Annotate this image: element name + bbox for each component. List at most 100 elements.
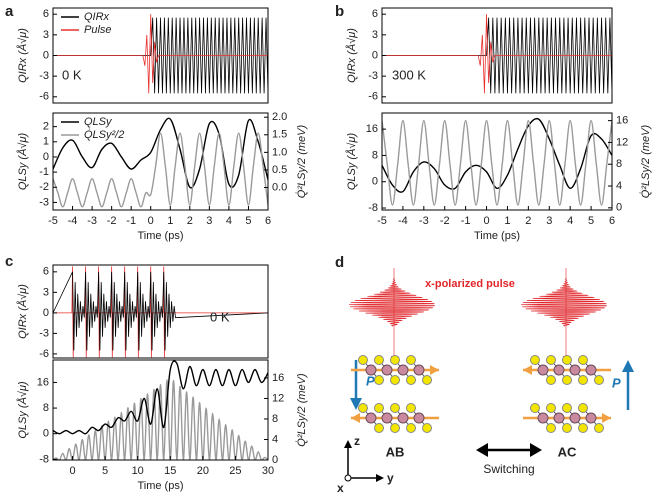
atom-s <box>546 403 556 413</box>
atom-s <box>374 423 384 433</box>
x-tick-label: 0 <box>148 215 154 227</box>
y-axis-label: QLSy (Å√μ) <box>16 381 29 439</box>
x-tick-label: 5 <box>102 465 108 477</box>
atom-s <box>594 423 604 433</box>
y2-tick-label: 12 <box>272 392 284 404</box>
panel-label: a <box>5 3 14 20</box>
atom-m <box>569 412 581 424</box>
y-tick-label: -6 <box>368 91 378 103</box>
plot-frame <box>52 264 269 359</box>
atom-m <box>397 364 409 376</box>
axis-label: z <box>354 434 360 448</box>
y-tick-label: 3 <box>43 286 49 298</box>
y-tick-label: 6 <box>43 8 49 20</box>
atom-s <box>594 375 604 385</box>
series-line <box>382 117 612 193</box>
x-tick-label: -1 <box>461 215 471 227</box>
arrow-head <box>351 413 360 423</box>
plot-area <box>53 14 268 94</box>
y2-tick-label: 16 <box>272 372 284 384</box>
arrow-head <box>430 365 439 375</box>
y-tick-label: -3 <box>39 70 49 82</box>
arrow-head <box>344 440 352 448</box>
atom-s <box>578 375 588 385</box>
atom-m <box>365 364 377 376</box>
series-line <box>53 132 268 208</box>
atom-s <box>562 355 572 365</box>
atom-s <box>578 355 588 365</box>
y-tick-label: -3 <box>39 196 49 208</box>
x-tick-label: 10 <box>132 465 144 477</box>
atom-s <box>422 375 432 385</box>
atom-s <box>562 423 572 433</box>
atom-s <box>406 403 416 413</box>
atom-s <box>374 375 384 385</box>
x-tick-label: 30 <box>262 465 274 477</box>
x-tick-label: -3 <box>87 215 97 227</box>
plot-area <box>53 266 268 358</box>
y2-tick-label: 0 <box>616 202 622 214</box>
x-tick-label: -2 <box>440 215 450 227</box>
x-axis-label: Time (ps) <box>137 230 183 242</box>
atom-s <box>422 423 432 433</box>
y2-tick-label: 8 <box>272 413 278 425</box>
legend-label: QLSy <box>84 116 113 128</box>
arrow-head <box>622 360 634 372</box>
y2-tick-label: 4 <box>616 180 622 192</box>
atom-m <box>381 364 393 376</box>
y-tick-label: 6 <box>372 8 378 20</box>
atom-s <box>562 375 572 385</box>
y2-tick-label: 0.5 <box>272 164 287 176</box>
y2-axis-label: Q̇²LSy/2 (meV) <box>295 373 308 447</box>
y-tick-label: 0 <box>43 49 49 61</box>
stacking-label: AB <box>386 444 405 459</box>
atom-s <box>390 355 400 365</box>
atom-s <box>406 355 416 365</box>
panel-label: d <box>335 254 344 271</box>
series-line <box>53 360 268 435</box>
atom-s <box>562 403 572 413</box>
y2-tick-label: 1.5 <box>272 129 287 141</box>
atom-m <box>585 364 597 376</box>
atom-m <box>365 412 377 424</box>
x-tick-label: 15 <box>164 465 176 477</box>
pulse-label: x-polarized pulse <box>425 278 515 290</box>
atom-s <box>546 423 556 433</box>
atom-s <box>358 403 368 413</box>
atom-s <box>390 403 400 413</box>
axis-label: y <box>387 471 394 485</box>
x-tick-label: 25 <box>229 465 241 477</box>
atom-m <box>553 412 565 424</box>
y2-axis-label: Q̇²LSy/2 (meV) <box>295 124 308 198</box>
y-tick-label: 8 <box>43 402 49 414</box>
plot-area <box>382 14 612 94</box>
x-tick-label: 6 <box>609 215 615 227</box>
x-axis-label: Time (ps) <box>474 230 520 242</box>
y-tick-label: 3 <box>372 29 378 41</box>
atom-s <box>546 375 556 385</box>
diagram-d: d x-polarized pulse P P AB AC Switching … <box>335 254 634 495</box>
plot-frame <box>52 359 269 461</box>
plot-frame <box>381 112 613 211</box>
x-tick-label: -5 <box>48 215 58 227</box>
axis-label: x <box>337 481 344 495</box>
atom-m <box>553 364 565 376</box>
legend-label: QIRx <box>84 11 110 23</box>
x-tick-label: 5 <box>588 215 594 227</box>
panel-label: b <box>335 3 344 20</box>
atom-m <box>537 364 549 376</box>
atom-m <box>413 364 425 376</box>
y-axis-label: QIRx (Å√μ) <box>16 284 29 339</box>
axis-x-dot <box>344 474 352 482</box>
y-tick-label: 0 <box>372 176 378 188</box>
y-tick-label: -6 <box>39 348 49 360</box>
x-tick-label: 0 <box>483 215 489 227</box>
x-tick-label: -1 <box>126 215 136 227</box>
plot-area <box>382 117 612 206</box>
arrow-head <box>376 474 384 482</box>
y-tick-label: 0 <box>372 49 378 61</box>
y-axis-label: QLSy (Å√μ) <box>345 133 358 191</box>
plot-frame <box>52 112 269 211</box>
atom-m <box>381 412 393 424</box>
